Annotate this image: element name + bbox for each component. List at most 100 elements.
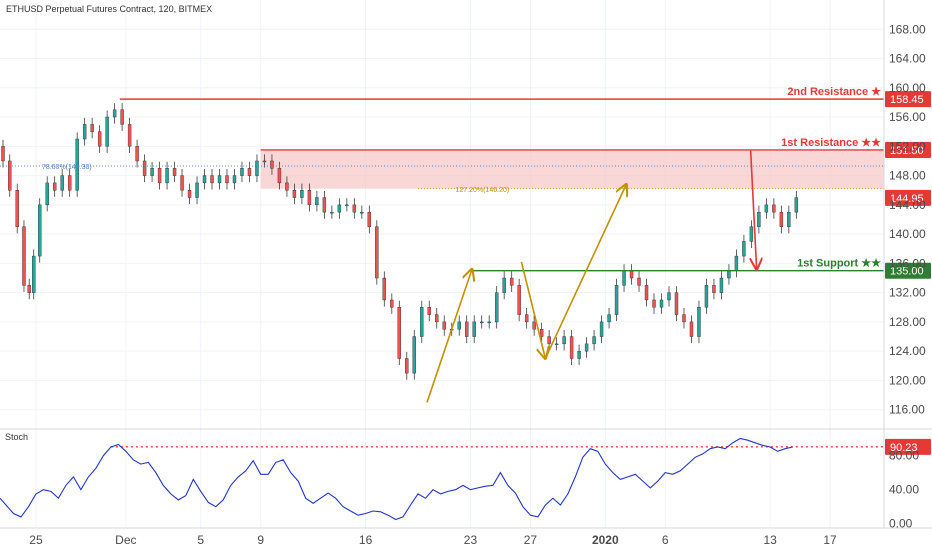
- projection-arrow: [751, 150, 757, 270]
- candle-body: [322, 197, 327, 213]
- price-tick-label: 144.00: [889, 198, 926, 212]
- candles-layer: [1, 103, 799, 380]
- candle-body: [757, 211, 761, 228]
- candle-body: [749, 226, 754, 242]
- candle-body: [494, 292, 499, 323]
- projection-arrow: [544, 184, 626, 359]
- level-price-badge-text: 158.45: [890, 94, 924, 106]
- time-tick-label: Dec: [115, 533, 136, 547]
- candle-body: [187, 190, 192, 198]
- candle-body: [390, 299, 394, 308]
- candle-body: [202, 175, 207, 184]
- candle-body: [727, 270, 731, 279]
- level-price-badge: [885, 141, 931, 158]
- candle-body: [427, 307, 431, 315]
- candle-body: [225, 175, 229, 184]
- candle-body: [719, 277, 724, 293]
- fib-level-note: 78.60%(149.30): [42, 164, 92, 171]
- price-tick-label: 116.00: [889, 403, 925, 417]
- candle-body: [704, 285, 709, 308]
- candle-body: [172, 168, 177, 176]
- time-tick-label: 6: [662, 533, 669, 547]
- candle-body: [577, 350, 581, 359]
- candle-body: [397, 307, 401, 359]
- candle-body: [547, 336, 551, 345]
- candle-body: [487, 321, 491, 324]
- candle-body: [689, 321, 694, 337]
- arrows-layer: [426, 150, 757, 403]
- price-tick-label: 152.00: [889, 139, 926, 153]
- candle-body: [45, 182, 49, 206]
- stoch-tick-label: 0.00: [889, 517, 913, 531]
- candle-body: [232, 175, 237, 184]
- candle-body: [480, 321, 484, 324]
- candle-body: [105, 116, 109, 147]
- candle-body: [352, 204, 357, 213]
- candle-body: [420, 307, 424, 337]
- candle-body: [674, 292, 679, 315]
- candle-body: [247, 168, 252, 176]
- price-tick-label: 160.00: [889, 81, 926, 95]
- candle-body: [135, 146, 139, 162]
- candle-body: [562, 336, 566, 345]
- candle-body: [682, 314, 686, 323]
- price-tick-label: 136.00: [889, 256, 926, 270]
- candle-body: [22, 226, 26, 286]
- level-label: 2nd Resistance ★: [787, 86, 881, 98]
- candle-body: [659, 299, 664, 308]
- candle-body: [367, 211, 372, 228]
- time-tick-label: 27: [524, 533, 538, 547]
- stoch-layer: 90.23: [0, 437, 931, 521]
- price-tick-label: 168.00: [889, 22, 926, 36]
- candle-body: [539, 329, 544, 337]
- candle-body: [195, 182, 199, 198]
- grid: [0, 0, 884, 528]
- candle-body: [165, 168, 169, 184]
- candle-body: [652, 299, 656, 308]
- candle-body: [8, 160, 12, 191]
- candle-body: [734, 255, 739, 271]
- time-tick-label: 25: [29, 533, 43, 547]
- candle-body: [584, 343, 589, 352]
- candle-body: [180, 175, 184, 191]
- level-price-badge: [885, 262, 931, 279]
- fib-level-note: 127.20%(146.20): [455, 187, 509, 194]
- candle-body: [622, 270, 626, 286]
- candle-body: [150, 168, 154, 176]
- candle-body: [142, 160, 147, 176]
- chart-title: ETHUSD Perpetual Futures Contract, 120, …: [6, 4, 212, 14]
- candle-body: [292, 190, 297, 198]
- candle-body: [67, 175, 72, 191]
- candle-body: [277, 168, 282, 184]
- time-tick-label: 2020: [592, 533, 619, 547]
- candle-body: [772, 204, 776, 213]
- price-tick-label: 148.00: [889, 169, 926, 183]
- candle-body: [637, 277, 641, 286]
- candle-body: [502, 277, 506, 293]
- candle-body: [592, 336, 596, 345]
- time-tick-label: 13: [763, 533, 777, 547]
- price-tick-label: 132.00: [889, 286, 926, 300]
- candle-body: [157, 168, 162, 184]
- level-label: 1st Resistance ★★: [781, 137, 881, 149]
- candle-body: [360, 211, 364, 214]
- candle-body: [442, 321, 446, 330]
- candle-body: [82, 124, 87, 140]
- candle-body: [764, 204, 769, 213]
- candle-body: [337, 204, 342, 213]
- zones-layer: [260, 149, 884, 189]
- candle-body: [38, 204, 42, 257]
- candle-body: [210, 175, 214, 184]
- candle-body: [112, 109, 117, 118]
- candle-body: [457, 321, 461, 330]
- candle-body: [15, 190, 19, 228]
- current-price-badge: [885, 189, 931, 206]
- candle-body: [644, 285, 649, 301]
- current-price-badge-text: 144.95: [890, 193, 924, 205]
- stoch-level-badge: [885, 438, 931, 455]
- candle-body: [667, 292, 671, 301]
- projection-arrow: [520, 261, 545, 359]
- candle-body: [315, 197, 319, 206]
